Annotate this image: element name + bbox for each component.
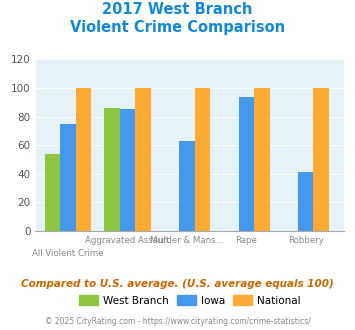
Text: Rape: Rape xyxy=(235,236,257,245)
Bar xyxy=(135,88,151,231)
Text: Robbery: Robbery xyxy=(288,236,324,245)
Bar xyxy=(239,97,254,231)
Text: © 2025 CityRating.com - https://www.cityrating.com/crime-statistics/: © 2025 CityRating.com - https://www.city… xyxy=(45,317,310,326)
Bar xyxy=(179,141,195,231)
Bar xyxy=(195,88,210,231)
Bar xyxy=(76,88,91,231)
Text: 2017 West Branch: 2017 West Branch xyxy=(102,2,253,16)
Text: Violent Crime Comparison: Violent Crime Comparison xyxy=(70,20,285,35)
Bar xyxy=(313,88,329,231)
Bar xyxy=(254,88,269,231)
Text: All Violent Crime: All Violent Crime xyxy=(32,249,104,258)
Bar xyxy=(120,110,135,231)
Text: Aggravated Assault: Aggravated Assault xyxy=(85,236,170,245)
Bar xyxy=(45,154,60,231)
Text: Compared to U.S. average. (U.S. average equals 100): Compared to U.S. average. (U.S. average … xyxy=(21,279,334,289)
Bar xyxy=(60,124,76,231)
Legend: West Branch, Iowa, National: West Branch, Iowa, National xyxy=(75,291,305,310)
Text: Murder & Mans...: Murder & Mans... xyxy=(150,236,224,245)
Bar xyxy=(298,172,313,231)
Bar xyxy=(104,108,120,231)
